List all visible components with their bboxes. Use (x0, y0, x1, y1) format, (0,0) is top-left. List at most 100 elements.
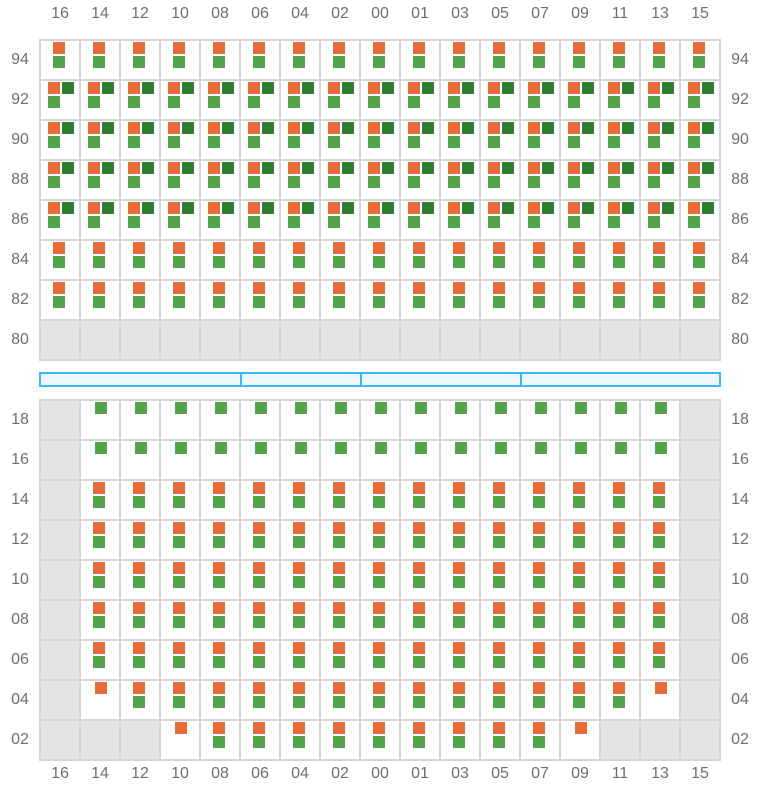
seat-cell[interactable] (120, 520, 160, 560)
seat-cell[interactable] (640, 600, 680, 640)
seat-cell[interactable] (600, 160, 640, 200)
seat-cell[interactable] (320, 160, 360, 200)
seat-cell[interactable] (240, 600, 280, 640)
seat-cell[interactable] (600, 280, 640, 320)
seat-cell[interactable] (320, 520, 360, 560)
seat-cell[interactable] (40, 80, 80, 120)
seat-cell[interactable] (560, 120, 600, 160)
seat-cell[interactable] (640, 120, 680, 160)
seat-cell[interactable] (280, 400, 320, 440)
seat-cell[interactable] (320, 440, 360, 480)
seat-cell[interactable] (320, 680, 360, 720)
seat-cell[interactable] (560, 480, 600, 520)
seat-cell[interactable] (600, 440, 640, 480)
seat-cell[interactable] (200, 120, 240, 160)
seat-cell[interactable] (280, 80, 320, 120)
seat-cell[interactable] (400, 640, 440, 680)
seat-cell[interactable] (240, 40, 280, 80)
seat-cell[interactable] (80, 560, 120, 600)
seat-cell[interactable] (80, 80, 120, 120)
seat-cell[interactable] (400, 240, 440, 280)
seat-cell[interactable] (520, 480, 560, 520)
seat-cell[interactable] (360, 280, 400, 320)
seat-cell[interactable] (560, 720, 600, 760)
seat-cell[interactable] (560, 80, 600, 120)
seat-cell[interactable] (240, 640, 280, 680)
seat-cell[interactable] (360, 520, 400, 560)
seat-cell[interactable] (200, 720, 240, 760)
seat-cell[interactable] (160, 280, 200, 320)
seat-cell[interactable] (160, 480, 200, 520)
seat-cell[interactable] (320, 560, 360, 600)
seat-cell[interactable] (200, 280, 240, 320)
seat-cell[interactable] (560, 640, 600, 680)
seat-cell[interactable] (520, 640, 560, 680)
seat-cell[interactable] (480, 600, 520, 640)
seat-cell[interactable] (320, 600, 360, 640)
seat-cell[interactable] (320, 280, 360, 320)
seat-cell[interactable] (280, 720, 320, 760)
seat-cell[interactable] (200, 480, 240, 520)
seat-cell[interactable] (520, 240, 560, 280)
seat-cell[interactable] (480, 560, 520, 600)
seat-cell[interactable] (280, 240, 320, 280)
seat-cell[interactable] (160, 680, 200, 720)
seat-cell[interactable] (120, 440, 160, 480)
seat-cell[interactable] (280, 640, 320, 680)
seat-cell[interactable] (320, 120, 360, 160)
seat-cell[interactable] (80, 480, 120, 520)
seat-cell[interactable] (440, 440, 480, 480)
seat-cell[interactable] (80, 40, 120, 80)
seat-cell[interactable] (240, 480, 280, 520)
seat-cell[interactable] (640, 560, 680, 600)
seat-cell[interactable] (280, 200, 320, 240)
seat-cell[interactable] (560, 240, 600, 280)
seat-cell[interactable] (440, 160, 480, 200)
seat-cell[interactable] (160, 40, 200, 80)
seat-cell[interactable] (520, 280, 560, 320)
seat-cell[interactable] (160, 240, 200, 280)
seat-cell[interactable] (400, 520, 440, 560)
seat-cell[interactable] (280, 440, 320, 480)
seat-cell[interactable] (120, 640, 160, 680)
seat-cell[interactable] (640, 40, 680, 80)
seat-cell[interactable] (400, 280, 440, 320)
seat-cell[interactable] (560, 40, 600, 80)
seat-cell[interactable] (120, 40, 160, 80)
seat-cell[interactable] (40, 120, 80, 160)
seat-cell[interactable] (400, 80, 440, 120)
seat-cell[interactable] (80, 640, 120, 680)
seat-cell[interactable] (320, 80, 360, 120)
seat-cell[interactable] (320, 640, 360, 680)
seat-cell[interactable] (120, 600, 160, 640)
seat-cell[interactable] (40, 240, 80, 280)
seat-cell[interactable] (200, 160, 240, 200)
seat-cell[interactable] (560, 680, 600, 720)
seat-cell[interactable] (320, 200, 360, 240)
seat-cell[interactable] (160, 160, 200, 200)
seat-cell[interactable] (640, 520, 680, 560)
seat-cell[interactable] (160, 80, 200, 120)
seat-cell[interactable] (80, 600, 120, 640)
seat-cell[interactable] (680, 160, 720, 200)
seat-cell[interactable] (520, 600, 560, 640)
seat-cell[interactable] (120, 200, 160, 240)
seat-cell[interactable] (440, 520, 480, 560)
seat-cell[interactable] (40, 200, 80, 240)
seat-cell[interactable] (560, 200, 600, 240)
seat-cell[interactable] (520, 440, 560, 480)
seat-cell[interactable] (360, 240, 400, 280)
seat-cell[interactable] (240, 80, 280, 120)
seat-cell[interactable] (280, 600, 320, 640)
seat-cell[interactable] (160, 640, 200, 680)
seat-cell[interactable] (120, 400, 160, 440)
seat-cell[interactable] (200, 80, 240, 120)
seat-cell[interactable] (640, 440, 680, 480)
seat-cell[interactable] (480, 240, 520, 280)
seat-cell[interactable] (520, 520, 560, 560)
seat-cell[interactable] (200, 400, 240, 440)
seat-cell[interactable] (200, 520, 240, 560)
seat-cell[interactable] (600, 120, 640, 160)
seat-cell[interactable] (480, 40, 520, 80)
seat-cell[interactable] (160, 720, 200, 760)
